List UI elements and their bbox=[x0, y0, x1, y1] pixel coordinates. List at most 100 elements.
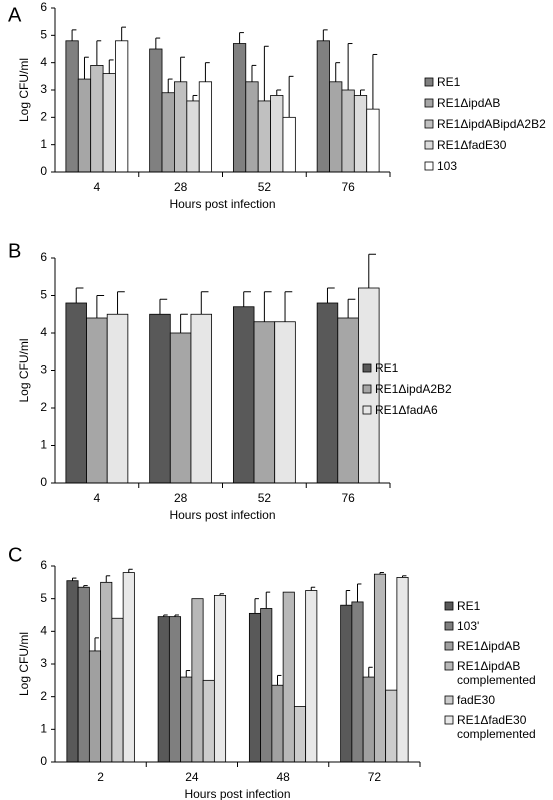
legend-label: RE1 bbox=[375, 361, 399, 375]
bar bbox=[245, 81, 259, 173]
legend-swatch bbox=[424, 140, 434, 150]
bar bbox=[337, 317, 359, 484]
x-axis-label: Hours post infection bbox=[169, 197, 275, 211]
legend-swatch bbox=[444, 715, 454, 725]
bar bbox=[174, 81, 188, 173]
error-bar bbox=[276, 674, 282, 686]
bar bbox=[65, 302, 87, 484]
y-tick-label: 0 bbox=[40, 164, 47, 178]
error-bar bbox=[263, 291, 272, 322]
x-tick-label: 48 bbox=[276, 770, 290, 784]
y-tick-label: 0 bbox=[40, 475, 47, 489]
legend-label: RE1ΔipdABipdA2B2 bbox=[437, 117, 546, 131]
legend-swatch bbox=[444, 621, 454, 631]
bar bbox=[169, 332, 192, 484]
legend-swatch bbox=[362, 405, 372, 415]
error-bar bbox=[200, 291, 209, 315]
error-bar bbox=[335, 62, 341, 82]
y-tick-label: 4 bbox=[40, 55, 47, 69]
bar bbox=[257, 100, 271, 173]
y-axis-label: Log CFU/ml bbox=[17, 58, 31, 122]
error-bar bbox=[360, 89, 365, 96]
y-axis-label: Log CFU/ml bbox=[17, 632, 31, 696]
bar bbox=[190, 313, 213, 484]
legend-swatch bbox=[424, 77, 434, 87]
bar bbox=[232, 43, 247, 173]
legend-swatch bbox=[444, 661, 454, 671]
error-bar bbox=[96, 40, 102, 66]
bar bbox=[274, 321, 296, 484]
x-tick-label: 2 bbox=[97, 770, 104, 784]
y-tick-label: 5 bbox=[40, 28, 47, 42]
bar bbox=[366, 108, 380, 173]
legend-swatch bbox=[444, 695, 454, 705]
error-bar bbox=[356, 583, 362, 602]
bar bbox=[316, 40, 330, 173]
x-tick-label: 28 bbox=[174, 491, 188, 505]
legend-label: RE1ΔipdAB bbox=[457, 639, 521, 653]
y-tick-label: 2 bbox=[40, 400, 47, 414]
legend-label: RE1ΔipdAB bbox=[437, 96, 501, 110]
legend-label: RE1ΔfadA6 bbox=[375, 403, 438, 417]
bar bbox=[202, 679, 215, 763]
error-bar bbox=[251, 64, 257, 82]
error-bar bbox=[322, 29, 328, 41]
error-bar bbox=[185, 670, 191, 678]
x-tick-label: 76 bbox=[341, 180, 355, 194]
legend-swatch bbox=[444, 641, 454, 651]
error-bar bbox=[192, 94, 198, 101]
bar bbox=[102, 73, 116, 173]
bar bbox=[305, 590, 318, 763]
bar bbox=[86, 317, 108, 484]
error-bar bbox=[159, 298, 168, 315]
bar bbox=[168, 616, 182, 763]
bar bbox=[161, 92, 175, 173]
bar bbox=[253, 321, 276, 484]
error-bar bbox=[254, 598, 259, 614]
y-tick-label: 3 bbox=[40, 656, 47, 670]
legend-label: RE1ΔipdAB complemented bbox=[457, 659, 536, 687]
error-bar bbox=[288, 75, 294, 118]
legend-swatch bbox=[362, 363, 372, 373]
y-tick-label: 6 bbox=[40, 558, 47, 572]
error-bar bbox=[105, 575, 111, 583]
bar bbox=[232, 306, 255, 484]
error-bar bbox=[180, 313, 188, 333]
bar bbox=[340, 604, 353, 763]
bar bbox=[77, 586, 90, 763]
panel-label: A bbox=[8, 4, 22, 26]
bar bbox=[115, 40, 129, 173]
y-axis-label: Log CFU/ml bbox=[17, 338, 31, 402]
legend-label: 103' bbox=[457, 619, 480, 633]
error-bar bbox=[117, 291, 125, 315]
legend-label: 103 bbox=[437, 159, 458, 173]
panel-label: B bbox=[8, 240, 21, 262]
error-bar bbox=[368, 666, 373, 678]
legend-swatch bbox=[424, 119, 434, 129]
bar bbox=[385, 689, 398, 763]
legend-label: RE1ΔfadE30 bbox=[437, 138, 507, 152]
bar bbox=[248, 612, 262, 763]
error-bar bbox=[347, 43, 353, 90]
bar bbox=[66, 580, 79, 763]
panel-label: C bbox=[8, 544, 22, 566]
bar bbox=[149, 313, 171, 484]
y-tick-label: 1 bbox=[40, 722, 47, 736]
x-tick-label: 52 bbox=[258, 491, 272, 505]
bar bbox=[191, 598, 204, 763]
x-tick-label: 4 bbox=[94, 491, 101, 505]
y-tick-label: 1 bbox=[40, 438, 47, 452]
y-tick-label: 3 bbox=[40, 363, 47, 377]
error-bar bbox=[284, 291, 293, 322]
legend-label: RE1ΔipdA2B2 bbox=[375, 382, 452, 396]
error-bar bbox=[368, 253, 377, 288]
x-axis-label: Hours post infection bbox=[169, 508, 275, 522]
error-bar bbox=[121, 26, 127, 41]
error-bar bbox=[243, 291, 251, 307]
legend-label: fadE30 bbox=[457, 693, 496, 707]
error-bar bbox=[71, 29, 77, 41]
bar bbox=[396, 577, 409, 763]
x-tick-label: 76 bbox=[341, 491, 355, 505]
x-tick-label: 52 bbox=[258, 180, 272, 194]
